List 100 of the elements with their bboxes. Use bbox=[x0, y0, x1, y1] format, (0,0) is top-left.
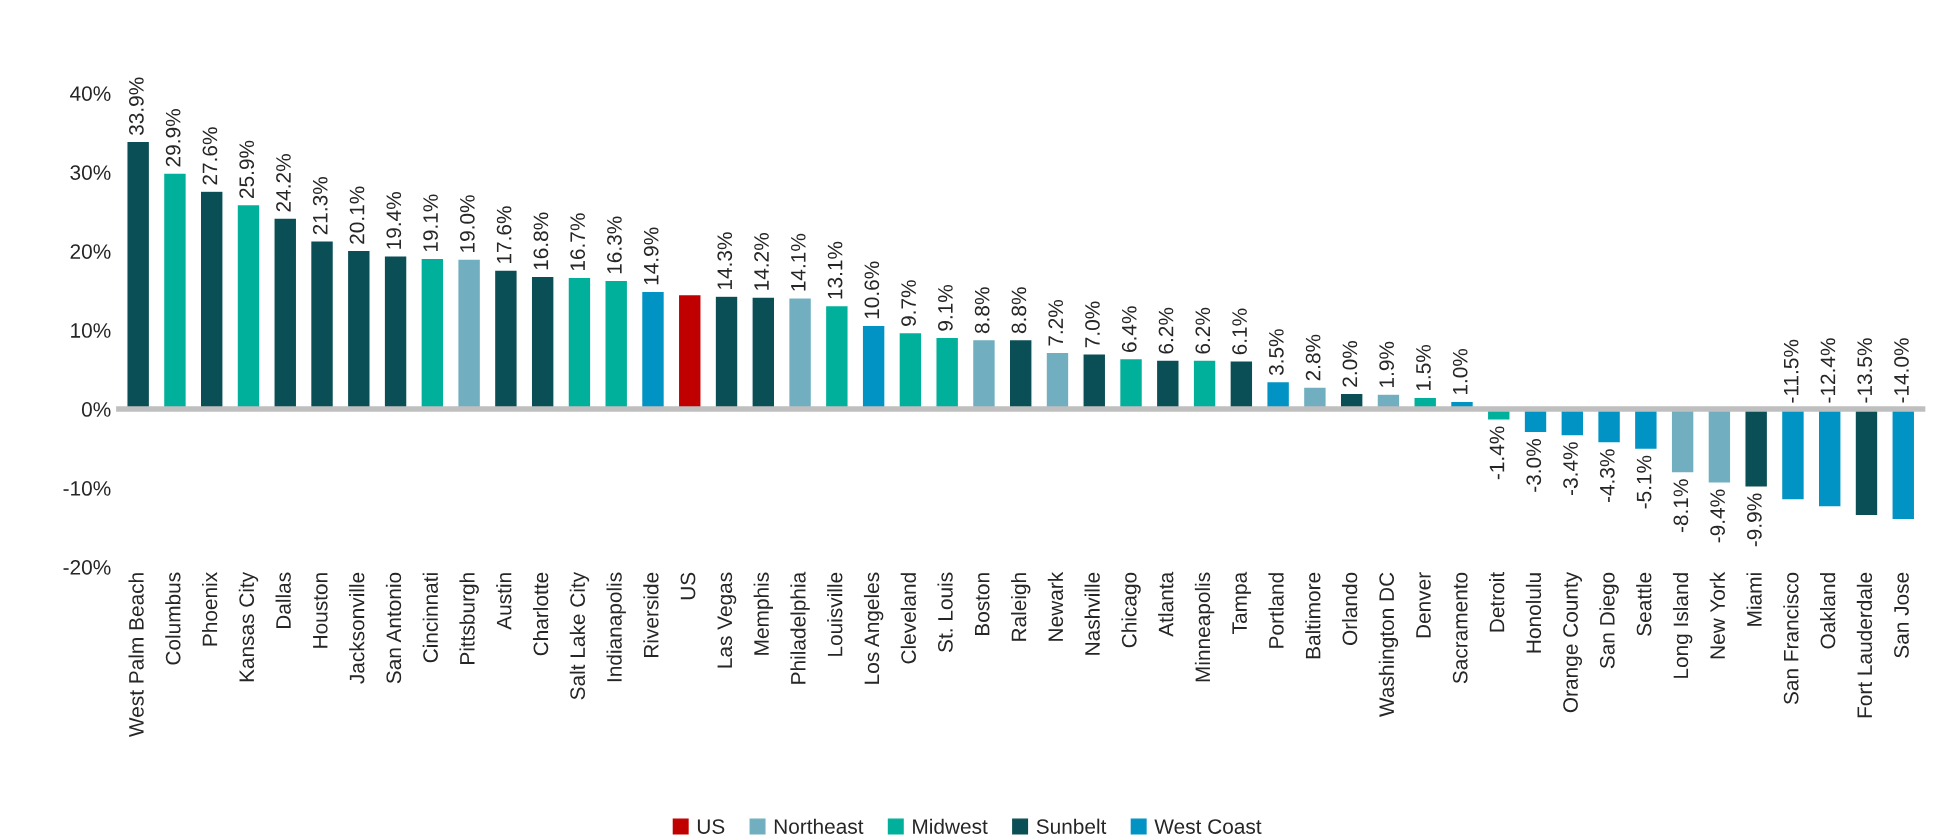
data-label: 27.6% bbox=[202, 127, 218, 185]
y-tick-label: 40% bbox=[70, 86, 111, 101]
data-label: 16.8% bbox=[533, 212, 549, 270]
x-tick-label: Phoenix bbox=[202, 572, 218, 646]
data-label: -5.1% bbox=[1636, 455, 1652, 509]
x-tick-label: Cleveland bbox=[900, 573, 916, 664]
data-label: -13.5% bbox=[1857, 338, 1873, 403]
data-label: 21.3% bbox=[312, 177, 328, 235]
legend-label: Sunbelt bbox=[1036, 818, 1107, 834]
data-label: 8.8% bbox=[1011, 287, 1027, 334]
data-label: 7.2% bbox=[1048, 299, 1063, 346]
x-tick-label: Charlotte bbox=[532, 572, 549, 656]
x-tick-label: Detroit bbox=[1489, 572, 1505, 632]
x-tick-label: Tampa bbox=[1232, 571, 1252, 634]
legend-label: West Coast bbox=[1154, 819, 1262, 834]
data-label: -9.9% bbox=[1747, 493, 1762, 547]
data-label: 6.1% bbox=[1232, 308, 1247, 355]
x-tick-label: Long Island bbox=[1672, 573, 1693, 678]
x-tick-label: Honolulu bbox=[1525, 573, 1542, 653]
data-label: -9.4% bbox=[1710, 489, 1725, 543]
data-label: 9.7% bbox=[901, 280, 916, 326]
x-tick-label: San Jose bbox=[1894, 572, 1909, 658]
data-label: 13.1% bbox=[827, 241, 843, 299]
x-tick-label: Philadelphia bbox=[790, 571, 810, 684]
x-tick-label: San Francisco bbox=[1783, 572, 1799, 705]
data-label: -1.4% bbox=[1489, 426, 1505, 480]
data-label: 33.9% bbox=[129, 77, 144, 136]
x-tick-label: Miami bbox=[1746, 573, 1762, 626]
y-tick-label: 20% bbox=[70, 244, 111, 259]
y-tick-label: 30% bbox=[70, 165, 111, 180]
data-label: -11.5% bbox=[1783, 339, 1799, 403]
x-tick-label: Atlanta bbox=[1158, 571, 1174, 637]
data-label: 6.4% bbox=[1121, 306, 1137, 352]
data-label: 19.0% bbox=[459, 195, 475, 252]
data-label: 16.3% bbox=[607, 216, 622, 274]
x-tick-label: Boston bbox=[974, 573, 990, 636]
data-label: 1.0% bbox=[1452, 348, 1468, 395]
x-tick-label: Minneapolis bbox=[1194, 572, 1215, 682]
x-tick-label: Denver bbox=[1416, 572, 1431, 638]
x-tick-label: Memphis bbox=[753, 572, 774, 655]
data-label: 7.0% bbox=[1085, 301, 1100, 348]
x-tick-label: Salt Lake City bbox=[569, 571, 590, 700]
data-label: 8.8% bbox=[974, 287, 990, 334]
x-tick-label: Indianapolis bbox=[606, 572, 626, 682]
x-tick-label: Washington DC bbox=[1378, 572, 1399, 717]
legend-label: Northeast bbox=[774, 818, 864, 834]
x-tick-label: Las Vegas bbox=[717, 572, 737, 668]
data-label: 2.0% bbox=[1342, 340, 1358, 387]
x-tick-label: Orange County bbox=[1563, 571, 1583, 713]
data-label: 6.2% bbox=[1195, 307, 1211, 354]
data-label: 25.9% bbox=[239, 140, 255, 198]
y-tick-label: -10% bbox=[63, 481, 111, 496]
legend-label: Midwest bbox=[913, 818, 988, 834]
x-tick-label: Columbus bbox=[165, 572, 181, 665]
data-label: 1.9% bbox=[1379, 341, 1395, 387]
x-tick-label: Orlando bbox=[1341, 572, 1358, 645]
data-label: -3.0% bbox=[1526, 439, 1542, 492]
x-tick-label: Nashville bbox=[1084, 572, 1100, 655]
data-label: 1.5% bbox=[1416, 344, 1431, 391]
x-tick-label: Pittsburgh bbox=[459, 573, 479, 664]
x-tick-label: San Antonio bbox=[385, 572, 402, 684]
legend-label: US bbox=[697, 819, 725, 834]
data-label: -3.4% bbox=[1563, 442, 1578, 495]
x-tick-label: Louisville bbox=[827, 572, 843, 656]
x-tick-label: Houston bbox=[313, 573, 328, 648]
data-label: -8.1% bbox=[1673, 479, 1689, 533]
x-tick-label: Austin bbox=[496, 573, 512, 630]
x-tick-label: Newark bbox=[1047, 571, 1064, 641]
data-label: 29.9% bbox=[165, 109, 181, 167]
data-label: 16.7% bbox=[570, 213, 586, 271]
data-label: -14.0% bbox=[1894, 338, 1909, 403]
x-tick-label: Dallas bbox=[275, 572, 291, 629]
x-tick-label: Portland bbox=[1268, 573, 1284, 648]
y-tick-label: 10% bbox=[71, 323, 111, 338]
data-label: 20.1% bbox=[349, 186, 365, 244]
data-label: 9.1% bbox=[938, 284, 953, 331]
x-tick-label: Seattle bbox=[1636, 572, 1652, 636]
x-tick-label: Oakland bbox=[1820, 573, 1836, 649]
y-tick-label: -20% bbox=[63, 560, 111, 575]
data-label: 14.2% bbox=[754, 233, 769, 290]
x-tick-label: Baltimore bbox=[1305, 572, 1321, 659]
data-label: 14.1% bbox=[791, 233, 806, 291]
x-tick-label: Los Angeles bbox=[863, 572, 884, 684]
data-label: -4.3% bbox=[1599, 449, 1615, 503]
x-tick-label: US bbox=[680, 572, 696, 600]
data-label: 24.2% bbox=[276, 154, 291, 212]
data-label: 6.2% bbox=[1158, 307, 1174, 354]
data-label: 2.8% bbox=[1305, 334, 1321, 381]
x-tick-label: Jacksonville bbox=[349, 572, 365, 684]
x-tick-label: Fort Lauderdale bbox=[1856, 572, 1873, 718]
data-label: 17.6% bbox=[496, 206, 512, 263]
data-label: 3.5% bbox=[1268, 329, 1284, 376]
x-tick-label: St. Louis bbox=[937, 572, 953, 652]
x-tick-label: Chicago bbox=[1121, 572, 1141, 648]
data-label: 14.3% bbox=[717, 232, 733, 290]
data-label: 10.6% bbox=[864, 261, 880, 319]
x-tick-label: Sacramento bbox=[1452, 572, 1468, 684]
x-tick-label: Riverside bbox=[643, 572, 659, 657]
x-tick-label: Kansas City bbox=[238, 571, 259, 682]
data-label: -12.4% bbox=[1820, 338, 1836, 403]
